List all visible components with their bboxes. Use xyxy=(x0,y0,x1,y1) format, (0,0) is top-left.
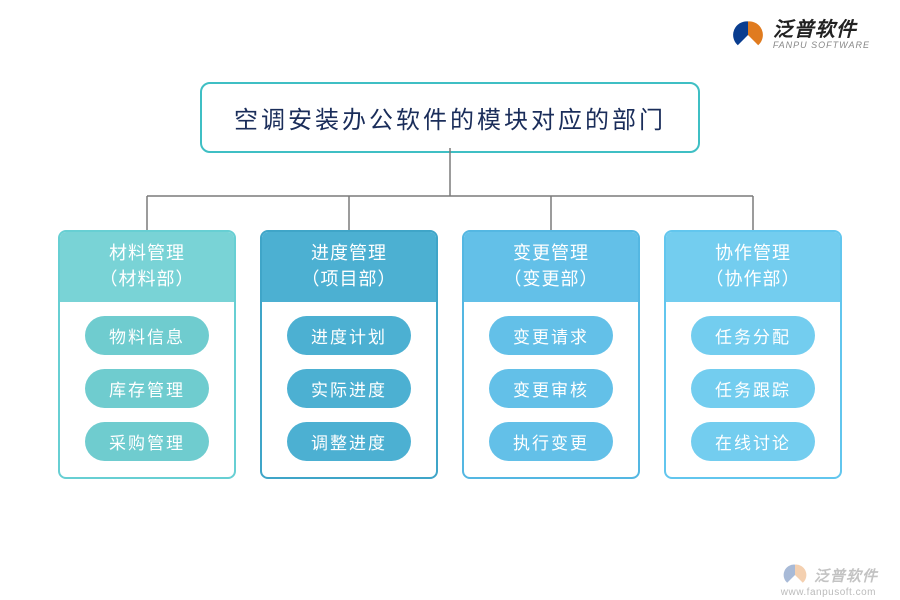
logo-mark-icon xyxy=(731,18,765,52)
branch-title-line1: 变更管理 xyxy=(468,240,634,266)
branch-item-pill: 变更请求 xyxy=(489,316,613,355)
branch-header: 材料管理（材料部） xyxy=(60,232,234,302)
branch-column: 变更管理（变更部） 变更请求变更审核执行变更 xyxy=(462,230,640,479)
branch-item-pill: 实际进度 xyxy=(287,369,411,408)
branch-item-pill: 采购管理 xyxy=(85,422,209,461)
branch-header: 变更管理（变更部） xyxy=(464,232,638,302)
branch-column: 材料管理（材料部） 物料信息库存管理采购管理 xyxy=(58,230,236,479)
branch-item-pill: 在线讨论 xyxy=(691,422,815,461)
branch-title-line1: 协作管理 xyxy=(670,240,836,266)
watermark-logo: 泛普软件 xyxy=(782,562,878,588)
branch-title-line2: （变更部） xyxy=(468,266,634,292)
branch-column: 协作管理（协作部） 任务分配任务跟踪在线讨论 xyxy=(664,230,842,479)
branch-item-pill: 任务跟踪 xyxy=(691,369,815,408)
branch-column: 进度管理（项目部） 进度计划实际进度调整进度 xyxy=(260,230,438,479)
branch-item-pill: 进度计划 xyxy=(287,316,411,355)
watermark-url: www.fanpusoft.com xyxy=(781,587,876,598)
branch-header: 协作管理（协作部） xyxy=(666,232,840,302)
branch-title-line2: （协作部） xyxy=(670,266,836,292)
logo-text-cn: 泛普软件 xyxy=(773,19,870,41)
branch-item-pill: 执行变更 xyxy=(489,422,613,461)
branch-title-line2: （材料部） xyxy=(64,266,230,292)
branch-header: 进度管理（项目部） xyxy=(262,232,436,302)
branch-item-pill: 物料信息 xyxy=(85,316,209,355)
branch-item-pill: 变更审核 xyxy=(489,369,613,408)
branch-title-line1: 进度管理 xyxy=(266,240,432,266)
branch-title-line1: 材料管理 xyxy=(64,240,230,266)
brand-logo: 泛普软件 FANPU SOFTWARE xyxy=(731,18,870,52)
logo-text-en: FANPU SOFTWARE xyxy=(773,41,870,51)
branch-item-pill: 库存管理 xyxy=(85,369,209,408)
branch-item-pill: 任务分配 xyxy=(691,316,815,355)
root-title-box: 空调安装办公软件的模块对应的部门 xyxy=(200,82,700,153)
branch-title-line2: （项目部） xyxy=(266,266,432,292)
branches-row: 材料管理（材料部） 物料信息库存管理采购管理 进度管理（项目部） 进度计划实际进度调整… xyxy=(58,230,842,479)
branch-item-pill: 调整进度 xyxy=(287,422,411,461)
